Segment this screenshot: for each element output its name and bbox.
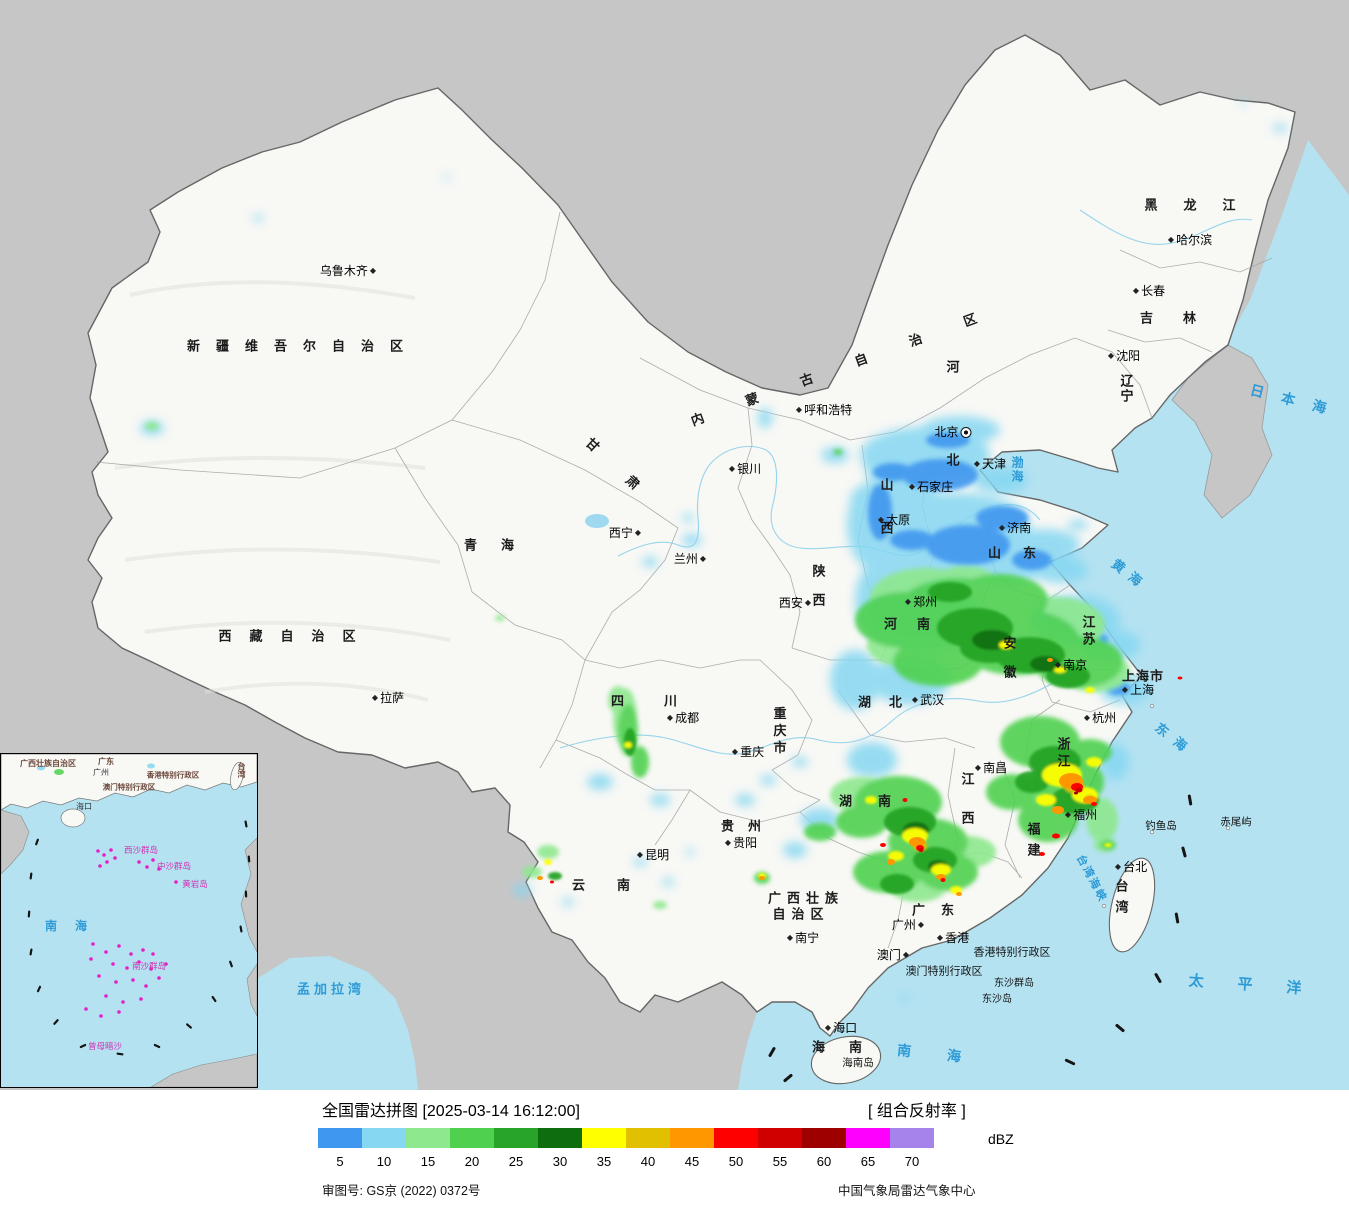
legend-swatch-55 — [758, 1128, 802, 1148]
legend-swatch-30 — [538, 1128, 582, 1148]
legend-scale-value: 55 — [772, 1154, 788, 1169]
inset-mainland — [1, 754, 257, 811]
legend-scale-value: 50 — [728, 1154, 744, 1169]
radar-echo-strong-layer — [544, 582, 1112, 894]
inset-map-svg — [1, 754, 257, 1087]
inset-east-land — [240, 837, 257, 953]
legend-swatch-50 — [714, 1128, 758, 1148]
map-title: 全国雷达拼图 [2025-03-14 16:12:00] — [322, 1103, 580, 1120]
legend-scale-value: 10 — [376, 1154, 392, 1169]
legend-scale-value: 35 — [596, 1154, 612, 1169]
ocean-bengal — [258, 956, 418, 1090]
china-radar-map: 新疆维吾尔自治区 西藏自治区 青海 四川 云南 黑龙江 吉林 山东 河南 湖北 湖南 贵州 广东 海南 上海… — [0, 0, 1349, 1090]
inset-island-dots — [84, 848, 178, 1018]
inset-echoes — [37, 763, 155, 775]
credit-label: 中国气象局雷达气象中心 — [838, 1184, 976, 1198]
inset-east-land2 — [246, 963, 257, 1017]
legend-scale-value: 15 — [420, 1154, 436, 1169]
boundary-dash-marks — [768, 794, 1193, 1083]
inset-taiwan — [230, 761, 244, 791]
korea-land — [1171, 344, 1273, 519]
radar-echo-moderate-layer — [145, 422, 1130, 909]
legend-scale-value: 40 — [640, 1154, 656, 1169]
legend-scale-value: 5 — [336, 1154, 344, 1169]
inset-south-land — [150, 1053, 257, 1087]
south-china-sea-inset: 广西壮族自治区 广东 台湾 香港特别行政区 澳门特别行政区 广州 海口 南海 西沙群岛 中沙群岛黄… — [0, 753, 258, 1088]
taiwan-island — [1108, 857, 1156, 953]
map-approval-number: 审图号: GS京 (2022) 0372号 — [322, 1184, 481, 1198]
small-islands — [1102, 704, 1230, 908]
legend-scale-value: 30 — [552, 1154, 568, 1169]
legend-swatch-10 — [362, 1128, 406, 1148]
legend-scale-value: 60 — [816, 1154, 832, 1169]
legend-scale-value: 20 — [464, 1154, 480, 1169]
inset-hainan — [60, 808, 86, 828]
legend-swatch-45 — [670, 1128, 714, 1148]
inset-nine-dash-line — [27, 820, 251, 1056]
legend-swatch-20 — [450, 1128, 494, 1148]
scale-unit-label: dBZ — [988, 1131, 1014, 1147]
terrain-hints — [114, 280, 451, 702]
legend-swatch-35 — [582, 1128, 626, 1148]
legend-bar: 全国雷达拼图 [2025-03-14 16:12:00] [ 组合反射率 ] d… — [0, 1090, 1349, 1208]
color-scale — [318, 1128, 934, 1148]
legend-scale-value: 70 — [904, 1154, 920, 1169]
qinghai-lake — [585, 514, 609, 528]
product-label: [ 组合反射率 ] — [868, 1103, 966, 1120]
scale-values: 5 10 15 20 25 30 35 40 45 50 55 60 65 70 — [318, 1154, 934, 1169]
inset-west-land — [1, 809, 30, 875]
hainan-island — [810, 1035, 882, 1085]
legend-scale-value: 45 — [684, 1154, 700, 1169]
legend-swatch-5 — [318, 1128, 362, 1148]
radar-echo-intense-layer — [537, 658, 1183, 896]
legend-scale-value: 65 — [860, 1154, 876, 1169]
legend-scale-value: 25 — [508, 1154, 524, 1169]
legend-swatch-40 — [626, 1128, 670, 1148]
legend-swatch-15 — [406, 1128, 450, 1148]
legend-swatch-60 — [802, 1128, 846, 1148]
legend-swatch-65 — [846, 1128, 890, 1148]
legend-swatch-70 — [890, 1128, 934, 1148]
legend-swatch-25 — [494, 1128, 538, 1148]
